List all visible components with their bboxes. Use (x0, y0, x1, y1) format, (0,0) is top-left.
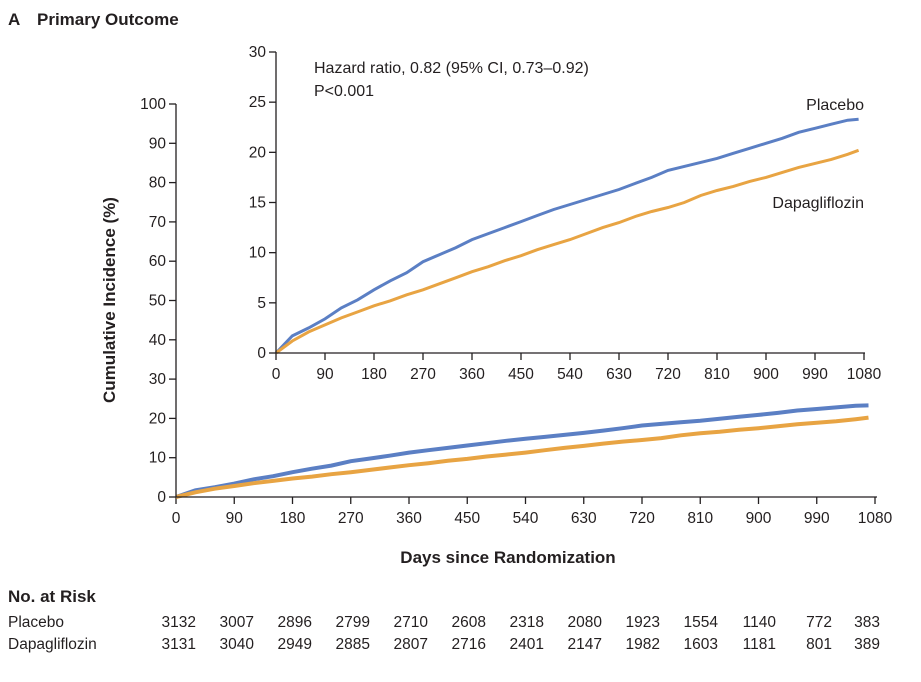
risk-cell: 1982 (626, 636, 660, 653)
risk-cell: 772 (806, 614, 832, 631)
risk-cell: 3131 (162, 636, 196, 653)
inset-x-tick-label: 810 (704, 366, 730, 383)
risk-cell: 2716 (452, 636, 486, 653)
main-y-tick-label: 90 (149, 135, 167, 152)
inset-x-tick-label: 270 (410, 366, 436, 383)
inset-y-tick-label: 0 (257, 345, 266, 362)
risk-cell: 3040 (220, 636, 255, 653)
risk-cell: 801 (806, 636, 832, 653)
risk-cell: 2885 (336, 636, 370, 653)
risk-cell: 2807 (394, 636, 428, 653)
inset-p-value: P<0.001 (314, 83, 374, 100)
risk-table: No. at Risk Placebo Dapagliflozin 3132 30… (8, 587, 880, 653)
risk-cell: 2147 (568, 636, 602, 653)
main-x-tick-label: 540 (513, 510, 539, 527)
inset-x-tick-label: 540 (557, 366, 583, 383)
main-series-dapagliflozin (175, 415, 869, 499)
inset-x-tick-label: 180 (361, 366, 387, 383)
risk-cell: 1603 (684, 636, 718, 653)
risk-cell: 1923 (626, 614, 660, 631)
main-x-tick-label: 180 (280, 510, 306, 527)
risk-row-label-placebo: Placebo (8, 614, 64, 631)
main-chart: 0 90 180 270 360 450 540 630 720 810 900 990 1080010… (100, 96, 893, 567)
inset-y-tick-label: 10 (249, 245, 267, 262)
inset-x-tick-label: 450 (508, 366, 534, 383)
main-x-tick-label: 450 (454, 510, 480, 527)
main-y-tick-label: 60 (149, 253, 167, 270)
main-y-tick-label: 40 (149, 332, 167, 349)
risk-cell: 383 (854, 614, 880, 631)
main-x-tick-label: 900 (746, 510, 772, 527)
inset-hazard-ratio: Hazard ratio, 0.82 (95% CI, 0.73–0.92) (314, 60, 589, 77)
risk-cell: 2608 (452, 614, 486, 631)
inset-label-dapagliflozin: Dapagliflozin (772, 195, 864, 212)
risk-cell: 2401 (510, 636, 544, 653)
main-y-tick-label: 10 (149, 450, 167, 467)
main-y-tick-label: 100 (140, 96, 166, 113)
risk-cell: 2710 (394, 614, 429, 631)
main-x-tick-label: 1080 (858, 510, 893, 527)
panel-label: A (8, 10, 20, 29)
panel-title: Primary Outcome (37, 10, 179, 29)
main-y-tick-label: 80 (149, 175, 167, 192)
main-y-axis-label: Cumulative Incidence (%) (100, 197, 119, 403)
main-series-placebo (175, 403, 869, 499)
inset-x-tick-label: 990 (802, 366, 828, 383)
main-x-tick-label: 270 (338, 510, 364, 527)
main-y-tick-label: 70 (149, 214, 167, 231)
inset-y-tick-label: 15 (249, 195, 266, 212)
inset-series-placebo (274, 117, 859, 355)
risk-cell: 2799 (336, 614, 370, 631)
risk-cell: 2896 (278, 614, 312, 631)
main-y-tick-label: 30 (149, 371, 167, 388)
risk-cell: 3132 (162, 614, 196, 631)
main-x-tick-label: 990 (804, 510, 830, 527)
inset-y-tick-label: 20 (249, 144, 267, 161)
main-x-tick-label: 720 (629, 510, 655, 527)
inset-x-tick-label: 0 (272, 366, 281, 383)
main-y-tick-label: 50 (149, 293, 167, 310)
inset-y-tick-label: 5 (257, 295, 266, 312)
main-y-tick-label: 0 (157, 489, 166, 506)
risk-cell: 2949 (278, 636, 312, 653)
risk-cell: 1554 (684, 614, 719, 631)
main-x-tick-label: 630 (571, 510, 597, 527)
main-y-tick-label: 20 (149, 410, 167, 427)
inset-x-tick-label: 1080 (847, 366, 882, 383)
risk-cell: 389 (854, 636, 880, 653)
inset-y-tick-label: 25 (249, 94, 266, 111)
inset-series-dapagliflozin (275, 148, 860, 355)
risk-cell: 1181 (743, 636, 776, 653)
risk-cell: 2080 (568, 614, 603, 631)
inset-label-placebo: Placebo (806, 97, 864, 114)
main-x-tick-label: 0 (172, 510, 181, 527)
inset-x-tick-label: 90 (316, 366, 334, 383)
main-x-axis-label: Days since Randomization (400, 548, 615, 567)
inset-x-tick-label: 360 (459, 366, 485, 383)
risk-cell: 1140 (743, 614, 777, 631)
main-x-tick-label: 90 (226, 510, 244, 527)
inset-x-tick-label: 900 (753, 366, 779, 383)
risk-table-title: No. at Risk (8, 587, 96, 606)
risk-cell: 2318 (510, 614, 544, 631)
risk-cell: 3007 (220, 614, 254, 631)
risk-row-label-dapagliflozin: Dapagliflozin (8, 636, 97, 653)
main-x-tick-label: 360 (396, 510, 422, 527)
inset-x-tick-label: 720 (655, 366, 681, 383)
inset-y-tick-label: 30 (249, 44, 267, 61)
inset-chart: 0 90 180 270 360 450 540 630 720 810 900 990 1080 0 5 1… (249, 40, 882, 383)
inset-x-tick-label: 630 (606, 366, 632, 383)
main-x-tick-label: 810 (687, 510, 713, 527)
